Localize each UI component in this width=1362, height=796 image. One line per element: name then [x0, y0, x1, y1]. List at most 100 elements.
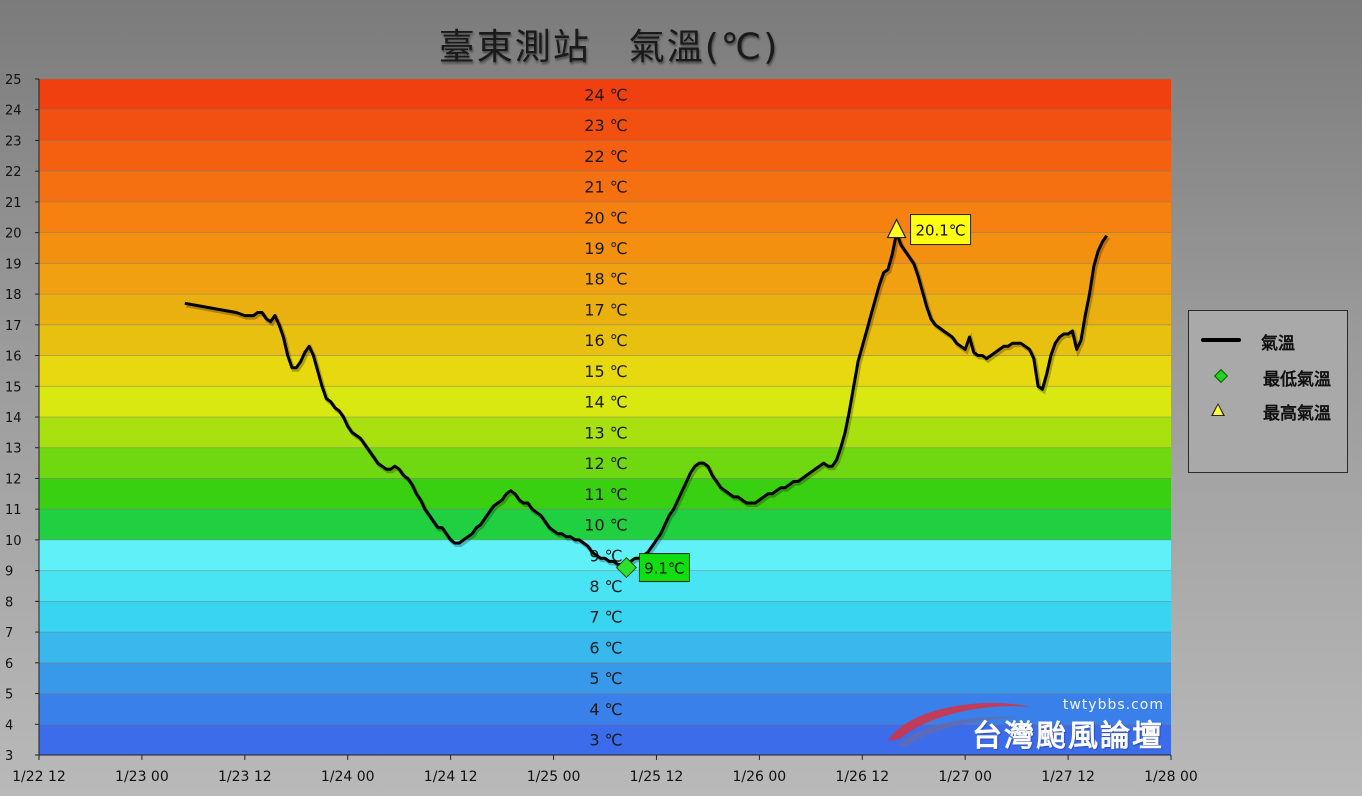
y-axis-ticks: 3 4 5 6 7 8 9 10 11 12 13 14 15 16 17 18 19 20 21 22 23 24 25	[5, 73, 39, 764]
band-label: 16 ℃	[584, 331, 627, 350]
y-tick-label: 11	[5, 503, 22, 518]
band-label: 22 ℃	[584, 147, 627, 166]
x-tick-label: 1/24 12	[424, 769, 478, 785]
band-label: 8 ℃	[589, 577, 622, 596]
y-tick-label: 15	[5, 380, 22, 395]
min-temp-label: 9.1℃	[644, 560, 685, 578]
color-band	[39, 109, 1171, 141]
band-label: 14 ℃	[584, 393, 627, 412]
band-labels: 24 ℃ 23 ℃ 22 ℃ 21 ℃ 20 ℃ 19 ℃ 18 ℃ 17 ℃ 16 ℃ 15 ℃…	[584, 85, 627, 749]
y-tick-label: 5	[5, 688, 13, 703]
color-band	[39, 263, 1171, 295]
x-tick-label: 1/22 12	[12, 769, 66, 785]
watermark: twtybbs.com 台灣颱風論壇	[880, 695, 1170, 755]
color-band	[39, 570, 1171, 602]
color-band	[39, 79, 1171, 110]
legend-item-min: 最低氣溫	[1189, 361, 1349, 391]
color-band	[39, 478, 1171, 510]
x-tick-label: 1/25 12	[630, 769, 684, 785]
color-band	[39, 140, 1171, 172]
y-tick-label: 10	[5, 534, 22, 549]
marker-layer: 9.1℃ 20.1℃	[615, 214, 972, 583]
y-tick-label: 25	[5, 73, 22, 88]
band-label: 15 ℃	[584, 362, 627, 381]
line-swatch-icon	[1201, 338, 1241, 342]
y-tick-label: 23	[5, 134, 22, 149]
y-tick-label: 24	[5, 104, 22, 119]
watermark-text: 台灣颱風論壇	[972, 719, 1164, 754]
color-band	[39, 324, 1171, 356]
color-band	[39, 632, 1171, 663]
x-tick-label: 1/26 00	[733, 769, 787, 785]
x-tick-label: 1/27 12	[1041, 769, 1095, 785]
band-label: 3 ℃	[589, 731, 622, 750]
legend: 氣溫 最低氣溫 最高氣溫	[1188, 310, 1348, 473]
legend-label-temp: 氣溫	[1261, 334, 1295, 354]
x-tick-label: 1/27 00	[938, 769, 992, 785]
y-tick-label: 20	[5, 227, 22, 242]
chart-title: 臺東測站 氣溫(℃)	[438, 27, 780, 68]
color-band	[39, 509, 1171, 540]
y-tick-label: 3	[5, 749, 13, 764]
y-tick-label: 6	[5, 657, 13, 672]
x-tick-label: 1/23 12	[218, 769, 272, 785]
legend-item-temp: 氣溫	[1189, 325, 1349, 355]
legend-label-max: 最高氣溫	[1263, 404, 1331, 424]
band-label: 4 ℃	[589, 700, 622, 719]
color-band	[39, 386, 1171, 417]
gridlines	[39, 78, 1171, 756]
band-label: 10 ℃	[584, 516, 627, 535]
y-tick-label: 12	[5, 472, 22, 487]
color-band	[39, 232, 1171, 264]
band-label: 24 ℃	[584, 85, 627, 104]
band-label: 19 ℃	[584, 239, 627, 258]
y-tick-label: 13	[5, 442, 22, 457]
band-label: 12 ℃	[584, 454, 627, 473]
x-tick-label: 1/23 00	[115, 769, 169, 785]
y-tick-label: 9	[5, 565, 13, 580]
color-bands	[39, 79, 1171, 755]
max-temp-label: 20.1℃	[915, 222, 965, 240]
band-label: 17 ℃	[584, 300, 627, 319]
y-tick-label: 21	[5, 196, 22, 211]
band-label: 7 ℃	[589, 608, 622, 627]
y-tick-label: 18	[5, 288, 22, 303]
min-temp-marker	[615, 556, 638, 579]
y-tick-label: 22	[5, 165, 22, 180]
band-label: 6 ℃	[589, 638, 622, 657]
x-axis-ticks: 1/22 12 1/23 00 1/23 12 1/24 00 1/24 12 1/25 …	[12, 755, 1198, 785]
max-temp-label-box	[910, 214, 972, 246]
color-band	[39, 724, 1171, 755]
color-band	[39, 417, 1171, 448]
color-band	[39, 201, 1171, 233]
band-label: 20 ℃	[584, 208, 627, 227]
x-tick-label: 1/24 00	[321, 769, 375, 785]
band-label: 18 ℃	[584, 270, 627, 289]
legend-item-max: 最高氣溫	[1189, 395, 1349, 425]
x-tick-label: 1/25 00	[527, 769, 581, 785]
x-tick-label: 1/28 00	[1144, 769, 1198, 785]
max-temp-marker	[886, 218, 907, 239]
band-label: 11 ℃	[584, 485, 627, 504]
watermark-url: twtybbs.com	[1062, 697, 1164, 713]
color-band	[39, 662, 1171, 694]
x-tick-label: 1/26 12	[835, 769, 889, 785]
swoosh-logo-icon	[888, 703, 1030, 747]
color-band	[39, 294, 1171, 325]
color-band	[39, 171, 1171, 202]
temperature-line	[184, 231, 1108, 570]
min-temp-label-box	[638, 553, 690, 583]
color-band	[39, 539, 1171, 571]
band-label: 23 ℃	[584, 116, 627, 135]
y-tick-label: 17	[5, 319, 22, 334]
y-tick-label: 8	[5, 595, 13, 610]
band-label: 5 ℃	[589, 669, 622, 688]
y-tick-label: 19	[5, 257, 22, 272]
legend-label-min: 最低氣溫	[1263, 370, 1331, 390]
band-label: 13 ℃	[584, 423, 627, 442]
y-tick-label: 4	[5, 718, 13, 733]
band-label: 21 ℃	[584, 178, 627, 197]
diamond-icon	[1213, 368, 1229, 384]
color-band	[39, 447, 1171, 479]
y-tick-label: 14	[5, 411, 22, 426]
